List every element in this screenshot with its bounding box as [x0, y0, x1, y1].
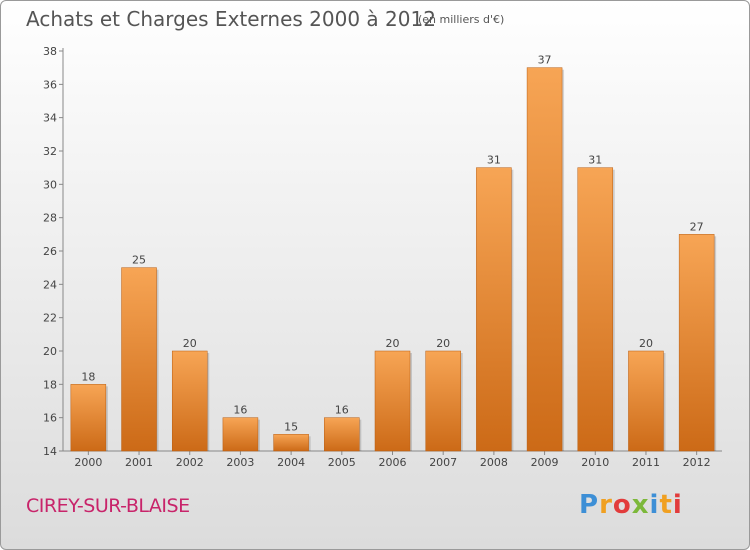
y-tick-label: 20 — [43, 345, 57, 358]
bar — [222, 417, 259, 452]
bar-value-label: 31 — [588, 154, 602, 167]
y-tick-label: 16 — [43, 412, 57, 425]
logo-letter: x — [631, 490, 650, 520]
bar — [374, 350, 411, 452]
bar — [171, 350, 208, 452]
bar — [577, 167, 614, 452]
bar-value-label: 18 — [81, 370, 95, 383]
logo-letter: i — [672, 490, 683, 520]
bar-value-label: 16 — [335, 404, 349, 417]
bar — [425, 350, 461, 452]
y-tick-label: 30 — [43, 178, 57, 191]
logo-letter: t — [659, 490, 673, 520]
logo-letter: i — [649, 490, 660, 520]
x-tick-label: 2009 — [531, 456, 559, 469]
x-tick-label: 2003 — [226, 456, 254, 469]
x-tick-label: 2001 — [125, 456, 153, 469]
bar-value-label: 20 — [386, 337, 400, 350]
bar-value-label: 27 — [690, 220, 704, 233]
bar-value-label: 15 — [284, 420, 298, 433]
x-tick-label: 2008 — [480, 456, 508, 469]
bar — [121, 267, 157, 452]
bar-value-label: 31 — [487, 154, 501, 167]
x-tick-label: 2002 — [176, 456, 204, 469]
x-tick-label: 2010 — [581, 456, 609, 469]
bar — [273, 434, 309, 452]
bar — [70, 384, 107, 452]
bar-value-label: 20 — [436, 337, 450, 350]
x-tick-label: 2005 — [328, 456, 356, 469]
x-tick-label: 2011 — [632, 456, 660, 469]
x-tick-label: 2007 — [429, 456, 457, 469]
y-tick-label: 32 — [43, 145, 57, 158]
bar — [678, 234, 715, 452]
x-tick-label: 2012 — [683, 456, 711, 469]
x-tick-label: 2000 — [74, 456, 102, 469]
logo-letter: o — [612, 490, 632, 520]
logo-letter: r — [599, 490, 613, 520]
bar-value-label: 25 — [132, 254, 146, 267]
chart-subtitle: (en milliers d'€) — [418, 13, 505, 26]
bar-value-label: 37 — [538, 54, 552, 67]
y-tick-label: 36 — [43, 78, 57, 91]
x-tick-label: 2006 — [379, 456, 407, 469]
bar-value-label: 20 — [639, 337, 653, 350]
logo-letter: P — [579, 490, 600, 520]
bar — [628, 350, 664, 452]
y-tick-label: 38 — [43, 45, 57, 58]
chart-title: Achats et Charges Externes 2000 à 2012 — [26, 7, 436, 31]
y-tick-label: 14 — [43, 445, 57, 458]
y-tick-label: 28 — [43, 212, 57, 225]
bar — [476, 167, 512, 452]
bar-value-label: 16 — [233, 404, 247, 417]
y-tick-label: 24 — [43, 278, 57, 291]
bar-value-label: 20 — [183, 337, 197, 350]
proxiti-logo: Proxiti — [579, 490, 683, 520]
y-tick-label: 18 — [43, 378, 57, 391]
y-tick-label: 34 — [43, 112, 57, 125]
y-tick-label: 26 — [43, 245, 57, 258]
commune-name: CIREY-SUR-BLAISE — [26, 495, 190, 517]
x-tick-label: 2004 — [277, 456, 305, 469]
bar — [526, 67, 563, 452]
bar — [324, 417, 360, 452]
y-tick-label: 22 — [43, 312, 57, 325]
